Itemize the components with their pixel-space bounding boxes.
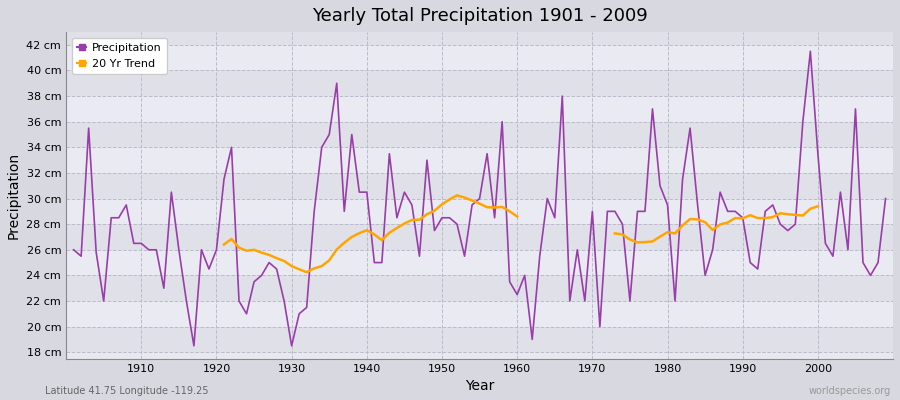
Bar	[66, 96, 893, 122]
20 Yr Trend	[414, 217, 425, 222]
Bar	[66, 45, 893, 70]
20 Yr Trend	[384, 230, 395, 235]
Bar	[66, 70, 893, 96]
Text: worldspecies.org: worldspecies.org	[809, 386, 891, 396]
20 Yr Trend	[467, 198, 478, 203]
20 Yr Trend	[293, 267, 304, 272]
20 Yr Trend	[234, 245, 245, 250]
20 Yr Trend	[271, 256, 282, 260]
Precipitation	[609, 209, 620, 214]
20 Yr Trend	[331, 247, 342, 252]
Line: 20 Yr Trend: 20 Yr Trend	[224, 195, 518, 272]
20 Yr Trend	[429, 208, 440, 213]
20 Yr Trend	[490, 205, 500, 210]
20 Yr Trend	[219, 242, 230, 247]
Bar	[66, 275, 893, 301]
Legend: Precipitation, 20 Yr Trend: Precipitation, 20 Yr Trend	[72, 38, 167, 74]
20 Yr Trend	[226, 237, 237, 242]
20 Yr Trend	[452, 193, 463, 198]
Title: Yearly Total Precipitation 1901 - 2009: Yearly Total Precipitation 1901 - 2009	[311, 7, 647, 25]
Bar	[66, 122, 893, 147]
20 Yr Trend	[264, 252, 274, 257]
Precipitation	[512, 292, 523, 297]
20 Yr Trend	[444, 197, 454, 202]
20 Yr Trend	[241, 248, 252, 253]
Precipitation	[188, 344, 199, 348]
Line: Precipitation: Precipitation	[74, 51, 886, 346]
20 Yr Trend	[309, 266, 320, 271]
20 Yr Trend	[279, 258, 290, 263]
20 Yr Trend	[339, 240, 350, 245]
20 Yr Trend	[324, 258, 335, 263]
20 Yr Trend	[248, 247, 259, 252]
Bar	[66, 198, 893, 224]
20 Yr Trend	[362, 228, 373, 233]
20 Yr Trend	[482, 205, 492, 210]
Precipitation	[880, 196, 891, 201]
20 Yr Trend	[316, 264, 327, 268]
20 Yr Trend	[497, 204, 508, 209]
20 Yr Trend	[302, 270, 312, 274]
20 Yr Trend	[407, 218, 418, 222]
Precipitation	[346, 132, 357, 137]
20 Yr Trend	[474, 201, 485, 206]
20 Yr Trend	[504, 209, 515, 214]
Precipitation	[302, 305, 312, 310]
20 Yr Trend	[436, 202, 447, 207]
Y-axis label: Precipitation: Precipitation	[7, 152, 21, 239]
Text: Latitude 41.75 Longitude -119.25: Latitude 41.75 Longitude -119.25	[45, 386, 209, 396]
20 Yr Trend	[512, 214, 523, 219]
Bar	[66, 327, 893, 352]
Precipitation	[129, 241, 140, 246]
Bar	[66, 224, 893, 250]
20 Yr Trend	[376, 238, 387, 242]
20 Yr Trend	[459, 195, 470, 200]
20 Yr Trend	[256, 250, 267, 255]
Precipitation	[68, 247, 79, 252]
Precipitation	[805, 49, 815, 54]
Bar	[66, 301, 893, 327]
Bar	[66, 250, 893, 275]
20 Yr Trend	[392, 226, 402, 230]
20 Yr Trend	[354, 231, 364, 236]
X-axis label: Year: Year	[465, 379, 494, 393]
Bar	[66, 173, 893, 198]
20 Yr Trend	[369, 232, 380, 237]
Bar	[66, 32, 893, 45]
Precipitation	[519, 273, 530, 278]
20 Yr Trend	[346, 234, 357, 239]
20 Yr Trend	[421, 212, 432, 217]
20 Yr Trend	[286, 264, 297, 268]
Bar	[66, 147, 893, 173]
20 Yr Trend	[399, 221, 410, 226]
